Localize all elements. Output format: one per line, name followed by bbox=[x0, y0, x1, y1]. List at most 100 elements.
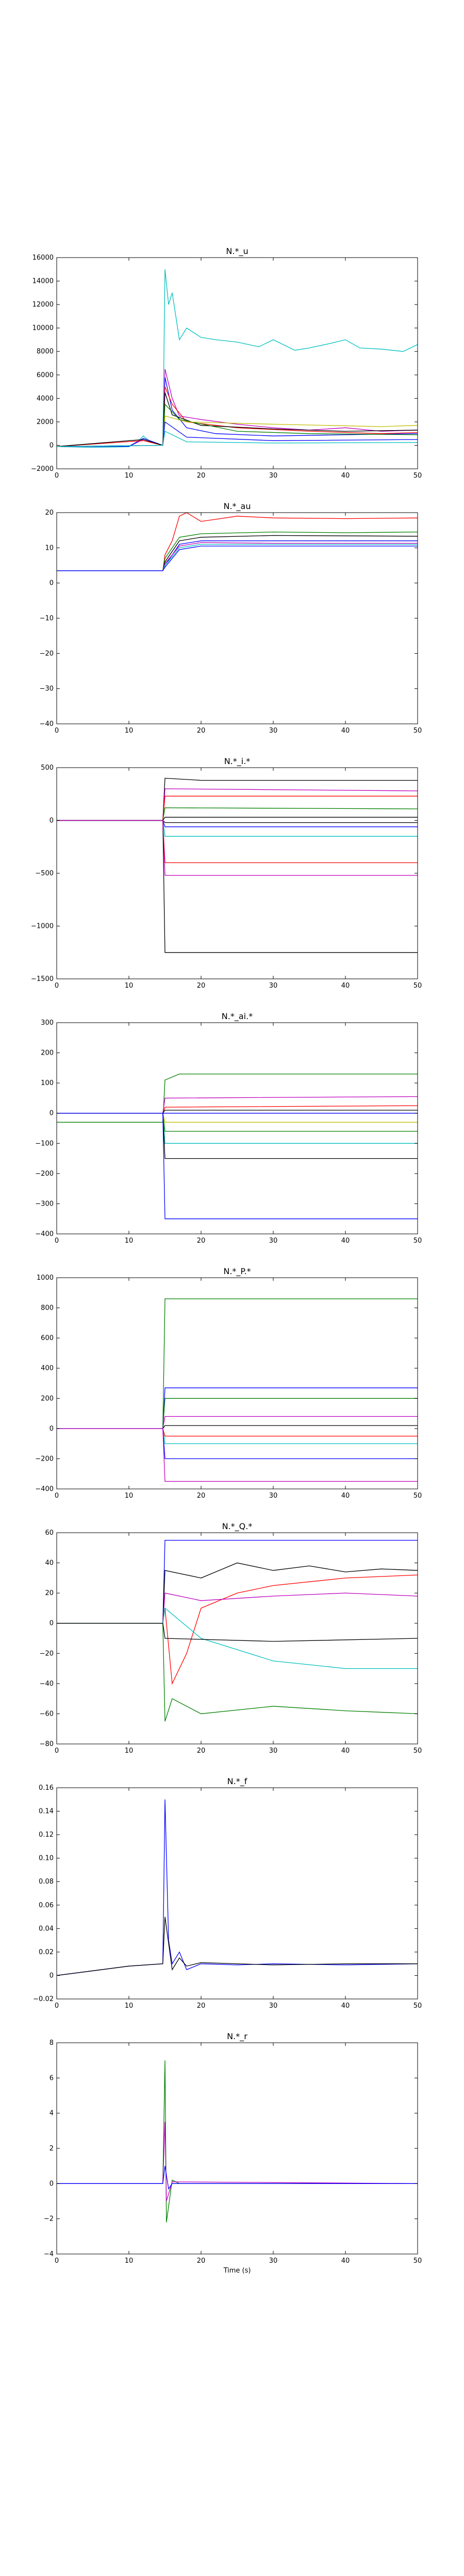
x-tick-label: 30 bbox=[269, 1492, 278, 1500]
x-tick-label: 0 bbox=[55, 472, 59, 480]
x-tick-label: 10 bbox=[125, 1237, 134, 1245]
x-tick-label: 40 bbox=[341, 472, 350, 480]
axes-frame bbox=[56, 1277, 418, 1489]
y-tick-label: 0.16 bbox=[39, 1784, 54, 1792]
y-tick-label: −4 bbox=[44, 2250, 54, 2258]
chart-panel: −40 −30 −20 −10 0 10 20 0 10 20 30 40 50 N.*_au bbox=[40, 501, 422, 735]
y-tick-label: 100 bbox=[41, 1079, 54, 1087]
x-tick-label: 0 bbox=[55, 727, 59, 735]
x-tick-label: 10 bbox=[125, 472, 134, 480]
axes-frame bbox=[56, 1532, 418, 1744]
axes-frame bbox=[56, 257, 418, 469]
y-tick-label: 4 bbox=[49, 2110, 54, 2117]
y-tick-label: −200 bbox=[35, 1170, 54, 1178]
x-tick-label: 30 bbox=[269, 472, 278, 480]
x-tick-label: 10 bbox=[125, 2002, 134, 2010]
chart-panel: −200002000400060008000100001200014000160… bbox=[31, 246, 422, 480]
series-line bbox=[57, 546, 418, 571]
y-tick-label: −300 bbox=[35, 1200, 54, 1208]
x-tick-label: 40 bbox=[341, 982, 350, 990]
y-tick-label: 8 bbox=[49, 2039, 54, 2047]
y-tick-label: 0 bbox=[49, 1425, 54, 1433]
series-line bbox=[57, 431, 418, 447]
y-tick-label: 0 bbox=[49, 442, 54, 449]
x-tick-label: 30 bbox=[269, 2257, 278, 2265]
y-tick-label: 20 bbox=[45, 509, 54, 517]
y-tick-label: −1000 bbox=[31, 923, 54, 930]
chart-title: N.*_au bbox=[224, 501, 251, 512]
y-tick-label: −20 bbox=[40, 1650, 54, 1657]
y-tick-label: 8000 bbox=[37, 348, 54, 355]
chart-title: N.*_Q.* bbox=[222, 1521, 253, 1532]
x-tick-label: 40 bbox=[341, 1492, 350, 1500]
y-tick-label: 300 bbox=[41, 1019, 54, 1027]
y-tick-label: 2 bbox=[49, 2145, 54, 2153]
series-group bbox=[57, 1539, 418, 1722]
x-tick-label: 0 bbox=[55, 1237, 59, 1245]
y-tick-label: 10000 bbox=[32, 325, 54, 332]
y-tick-label: −400 bbox=[35, 1485, 54, 1493]
series-group bbox=[57, 513, 418, 571]
y-tick-label: 0.12 bbox=[39, 1831, 54, 1839]
y-tick-label: 0 bbox=[49, 1110, 54, 1117]
chart-title: N.*_P.* bbox=[223, 1266, 251, 1277]
x-tick-label: 30 bbox=[269, 982, 278, 990]
y-tick-label: 800 bbox=[41, 1304, 54, 1312]
y-tick-label: −100 bbox=[35, 1140, 54, 1147]
x-tick-label: 30 bbox=[269, 1747, 278, 1755]
x-tick-label: 40 bbox=[341, 727, 350, 735]
y-tick-label: −500 bbox=[35, 870, 54, 877]
x-tick-label: 40 bbox=[341, 2257, 350, 2265]
y-tick-label: 200 bbox=[41, 1049, 54, 1057]
chart-panel: −4 −2 0 2 4 6 8 0 10 20 30 40 50 N.*_r Time (s) bbox=[44, 2031, 422, 2275]
series-line bbox=[57, 1562, 418, 1624]
y-tick-label: 20 bbox=[45, 1589, 54, 1597]
y-tick-label: 16000 bbox=[32, 254, 54, 262]
y-tick-label: 0 bbox=[49, 2180, 54, 2188]
x-tick-label: 20 bbox=[197, 1492, 206, 1500]
y-tick-label: −400 bbox=[35, 1230, 54, 1238]
x-tick-label: 20 bbox=[197, 472, 206, 480]
x-tick-label: 40 bbox=[341, 1237, 350, 1245]
y-tick-label: 500 bbox=[41, 764, 54, 772]
x-tick-label: 50 bbox=[413, 982, 422, 990]
y-tick-label: 600 bbox=[41, 1334, 54, 1342]
y-tick-label: 14000 bbox=[32, 278, 54, 285]
x-tick-label: 20 bbox=[197, 982, 206, 990]
chart-panel: −400 −300 −200 −100 0 100 200 300 0 10 20 30 40 50 N.*… bbox=[35, 1011, 422, 1245]
chart-panel: −400 −200 0 200 400 600 800 1000 0 10 20 30 40 50 N.*_… bbox=[35, 1266, 422, 1500]
chart-title: N.*_i.* bbox=[224, 756, 251, 767]
x-tick-label: 20 bbox=[197, 1237, 206, 1245]
y-tick-label: −40 bbox=[40, 720, 54, 728]
x-tick-label: 10 bbox=[125, 727, 134, 735]
series-line bbox=[57, 2166, 418, 2190]
y-tick-label: 6000 bbox=[37, 371, 54, 379]
y-tick-label: 0 bbox=[49, 580, 54, 587]
x-tick-label: 10 bbox=[125, 982, 134, 990]
x-tick-label: 40 bbox=[341, 1747, 350, 1755]
y-tick-label: −10 bbox=[40, 615, 54, 622]
x-tick-label: 0 bbox=[55, 982, 59, 990]
y-tick-label: 12000 bbox=[32, 301, 54, 309]
x-tick-label: 50 bbox=[413, 1747, 422, 1755]
x-tick-label: 50 bbox=[413, 727, 422, 735]
series-line bbox=[57, 1623, 418, 1722]
series-group bbox=[57, 777, 418, 953]
axes-frame bbox=[56, 1787, 418, 1999]
series-line bbox=[57, 1073, 418, 1123]
y-tick-label: 0.04 bbox=[39, 1925, 54, 1933]
y-tick-label: −80 bbox=[40, 1740, 54, 1748]
y-tick-label: 6 bbox=[49, 2074, 54, 2082]
series-group bbox=[57, 1799, 418, 1976]
x-tick-label: 50 bbox=[413, 1237, 422, 1245]
x-tick-label: 50 bbox=[413, 2257, 422, 2265]
series-group bbox=[57, 269, 418, 448]
y-tick-label: 200 bbox=[41, 1395, 54, 1402]
series-line bbox=[57, 1917, 418, 1976]
series-line bbox=[57, 392, 418, 447]
x-tick-label: 20 bbox=[197, 1747, 206, 1755]
series-line bbox=[57, 1113, 418, 1219]
y-tick-label: −40 bbox=[40, 1680, 54, 1688]
y-tick-label: 0.02 bbox=[39, 1948, 54, 1956]
